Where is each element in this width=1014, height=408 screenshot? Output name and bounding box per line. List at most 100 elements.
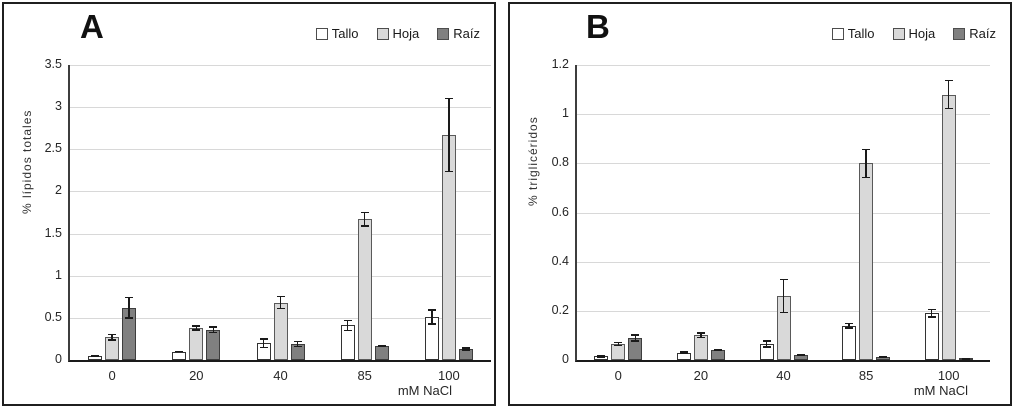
- x-tick-label: 100: [438, 368, 460, 383]
- error-bar-cap: [108, 333, 117, 336]
- x-axis-title: mM NaCl: [397, 383, 452, 398]
- tallo-swatch-icon: [315, 27, 328, 40]
- error-bar: [195, 325, 198, 331]
- error-bar-cap: [91, 355, 100, 357]
- x-tick-label: 40: [776, 368, 791, 383]
- error-bar-cap: [427, 309, 436, 311]
- error-bar-cap: [125, 296, 134, 299]
- error-bar-cap: [713, 349, 722, 352]
- error-bar-cap: [259, 338, 268, 340]
- x-tick-label: 20: [693, 368, 709, 383]
- error-bar-cap: [631, 340, 640, 342]
- error-bar-cap: [444, 97, 453, 100]
- x-tick-label: 85: [858, 368, 874, 383]
- error-bar-cap: [125, 317, 134, 319]
- error-bar-cap: [845, 327, 854, 329]
- legend: Tallo Hoja Raíz: [831, 26, 996, 41]
- error-bar-cap: [862, 148, 871, 151]
- error-bar-cap: [597, 356, 606, 358]
- error-bar: [212, 326, 215, 334]
- error-bar-cap: [293, 345, 302, 348]
- error-bar: [930, 308, 933, 318]
- gridline: [70, 275, 491, 277]
- error-bar: [279, 295, 282, 310]
- error-bar-cap: [927, 308, 936, 311]
- y-tick-label: 1.2: [551, 57, 569, 71]
- x-tick-label: 20: [189, 368, 204, 383]
- x-tick-label: 85: [357, 368, 372, 383]
- x-tick-label: 100: [937, 368, 960, 383]
- x-tick-label: 0: [108, 368, 116, 383]
- y-tick-label: 0: [562, 352, 569, 366]
- y-tick-label: 1: [562, 106, 569, 121]
- error-bar-cap: [614, 344, 623, 347]
- error-bar-cap: [779, 311, 788, 314]
- bar-raiz: [710, 350, 725, 360]
- gridline: [577, 114, 990, 116]
- y-tick-label: 0.4: [551, 253, 569, 268]
- plot-area: 0 0.5 1 1.5 2 2.5 3 3.5 0 20 40 85 100: [45, 57, 491, 383]
- gridline: [70, 107, 491, 109]
- y-tick-label: 2.5: [44, 141, 62, 156]
- error-bar-cap: [343, 329, 352, 332]
- error-bar: [782, 278, 785, 314]
- gridline: [70, 191, 491, 193]
- error-bar-cap: [779, 278, 788, 281]
- error-bar-cap: [944, 107, 953, 110]
- error-bar: [448, 97, 450, 173]
- error-bar: [262, 338, 265, 349]
- x-tick-label: 0: [614, 368, 622, 383]
- gridline: [70, 149, 491, 151]
- error-bar-cap: [762, 340, 771, 342]
- error-bar-cap: [343, 319, 352, 322]
- error-bar-cap: [961, 357, 970, 360]
- y-tick-label: 1: [55, 267, 62, 282]
- raiz-swatch-icon: [437, 27, 450, 40]
- legend-item-raiz: Raíz: [953, 26, 996, 41]
- error-bar-cap: [927, 316, 936, 318]
- tallo-swatch-icon: [831, 27, 844, 40]
- error-bar-cap: [175, 350, 184, 353]
- bar-hoja: [859, 163, 874, 360]
- error-bar-cap: [360, 225, 369, 227]
- bar-raiz: [374, 345, 389, 360]
- error-bar: [363, 211, 366, 227]
- error-bar-cap: [696, 332, 705, 334]
- error-bar-cap: [192, 329, 201, 331]
- bar-tallo: [172, 351, 187, 360]
- error-bar-cap: [862, 176, 871, 179]
- legend-item-tallo: Tallo: [315, 26, 359, 41]
- gridline: [577, 163, 990, 165]
- error-bar-cap: [192, 325, 201, 327]
- error-bar-cap: [427, 323, 436, 325]
- bar-hoja: [189, 327, 204, 360]
- legend-item-hoja: Hoja: [376, 26, 419, 41]
- x-axis-title: mM NaCl: [913, 383, 968, 398]
- bar-raiz: [206, 329, 221, 360]
- error-bar: [431, 309, 433, 325]
- legend-label-hoja: Hoja: [908, 26, 936, 41]
- raiz-swatch-icon: [953, 27, 966, 40]
- gridline: [577, 212, 990, 214]
- y-tick-label: 0.8: [551, 155, 569, 170]
- error-bar-cap: [944, 79, 953, 82]
- legend: Tallo Hoja Raíz: [315, 26, 480, 41]
- error-bar: [111, 333, 113, 341]
- error-bar-cap: [461, 349, 470, 351]
- y-tick-label: 0.2: [551, 302, 569, 317]
- error-bar: [947, 79, 950, 110]
- error-bar: [865, 148, 867, 179]
- gridline: [577, 261, 990, 263]
- error-bar: [617, 341, 620, 347]
- error-bar-cap: [614, 341, 623, 344]
- error-bar-cap: [796, 354, 805, 357]
- error-bar-cap: [108, 339, 117, 341]
- bar-hoja: [693, 335, 708, 360]
- plot-area: 0 0.2 0.4 0.6 0.8 1 1.2 0 20 40 85 100: [552, 57, 990, 383]
- error-bar-cap: [845, 322, 854, 325]
- chart-panel-a: A Tallo Hoja Raíz % lípidos totales 0 0.5…: [2, 2, 496, 406]
- error-bar: [296, 340, 299, 348]
- error-bar-cap: [679, 352, 688, 354]
- x-tick-label: 40: [273, 368, 288, 383]
- error-bar-cap: [377, 345, 386, 347]
